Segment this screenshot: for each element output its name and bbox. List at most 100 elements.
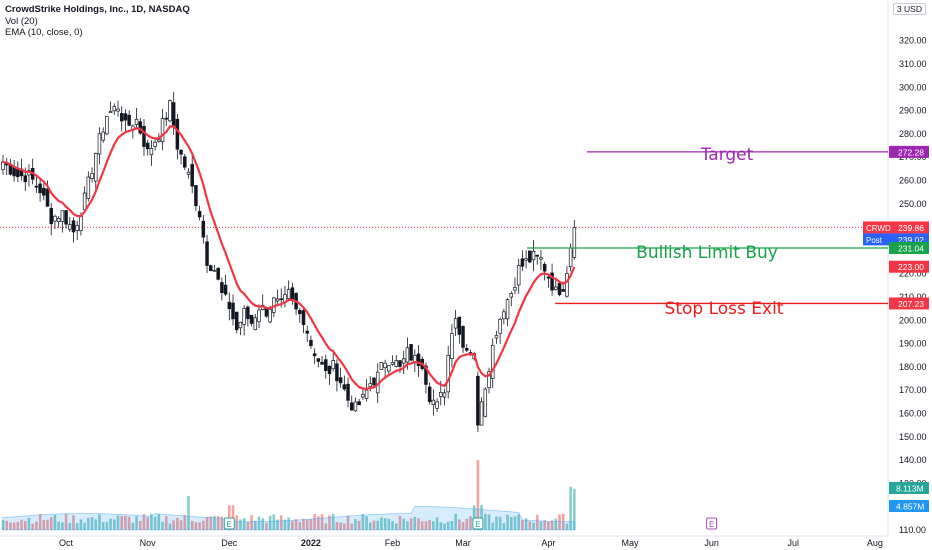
candle-body[interactable] — [542, 264, 547, 272]
candle-body[interactable] — [398, 360, 402, 367]
candle-body[interactable] — [12, 167, 16, 177]
candle-body[interactable] — [97, 133, 102, 155]
candle-body[interactable] — [331, 360, 335, 370]
candle-body[interactable] — [38, 183, 42, 194]
candle-body[interactable] — [502, 311, 506, 320]
candle-body[interactable] — [168, 100, 172, 122]
annotation-label[interactable]: Stop Loss Exit — [665, 299, 784, 319]
candle-body[interactable] — [439, 392, 443, 397]
candle-body[interactable] — [490, 345, 495, 379]
candle-body[interactable] — [546, 276, 551, 279]
candle-body[interactable] — [16, 168, 20, 177]
candle-body[interactable] — [531, 251, 536, 261]
candle-body[interactable] — [301, 310, 306, 325]
candle-body[interactable] — [171, 102, 176, 127]
candle-body[interactable] — [409, 344, 413, 361]
candle-body[interactable] — [372, 377, 376, 386]
candle-body[interactable] — [49, 208, 53, 225]
candle-body[interactable] — [498, 318, 502, 334]
candle-body[interactable] — [60, 210, 65, 222]
candle-body[interactable] — [183, 156, 187, 168]
candle-body[interactable] — [79, 215, 83, 232]
candle-body[interactable] — [505, 299, 510, 320]
candle-body[interactable] — [387, 365, 391, 372]
currency-selector[interactable]: 3 USD — [892, 3, 926, 15]
candle-body[interactable] — [194, 185, 198, 207]
candle-body[interactable] — [572, 227, 577, 258]
candle-body[interactable] — [249, 314, 254, 324]
candle-body[interactable] — [134, 118, 139, 125]
candle-body[interactable] — [116, 108, 120, 112]
candle-body[interactable] — [338, 377, 343, 384]
candle-body[interactable] — [516, 265, 521, 286]
candle-body[interactable] — [160, 118, 165, 142]
candle-body[interactable] — [108, 111, 113, 114]
candle-body[interactable] — [353, 401, 358, 412]
candle-body[interactable] — [149, 148, 154, 156]
candle-body[interactable] — [524, 258, 528, 261]
candle-body[interactable] — [450, 333, 454, 360]
candle-body[interactable] — [56, 218, 61, 223]
candle-body[interactable] — [86, 176, 91, 199]
candle-body[interactable] — [335, 363, 339, 382]
candle-body[interactable] — [179, 149, 183, 155]
candle-body[interactable] — [305, 330, 309, 334]
candle-body[interactable] — [220, 282, 224, 293]
volume-indicator-label[interactable]: Vol (20) — [5, 16, 38, 27]
candle-body[interactable] — [446, 354, 450, 393]
candle-body[interactable] — [209, 265, 213, 272]
candle-body[interactable] — [290, 287, 295, 300]
candle-body[interactable] — [42, 187, 46, 196]
candle-body[interactable] — [197, 211, 202, 218]
candle-body[interactable] — [327, 365, 332, 375]
candle-body[interactable] — [379, 362, 384, 370]
candle-body[interactable] — [231, 302, 235, 320]
candle-body[interactable] — [483, 388, 488, 417]
candle-body[interactable] — [312, 353, 317, 357]
candle-body[interactable] — [286, 289, 291, 299]
candle-body[interactable] — [535, 254, 539, 257]
candle-body[interactable] — [53, 215, 57, 222]
candle-body[interactable] — [357, 401, 361, 406]
candle-body[interactable] — [424, 365, 428, 385]
candle-body[interactable] — [112, 106, 117, 112]
candle-body[interactable] — [246, 306, 250, 320]
candle-body[interactable] — [123, 113, 128, 121]
candle-body[interactable] — [298, 309, 302, 315]
candle-body[interactable] — [238, 321, 243, 329]
earnings-marker[interactable] — [706, 517, 718, 530]
candle-body[interactable] — [476, 375, 480, 426]
candle-body[interactable] — [401, 358, 406, 364]
candle-body[interactable] — [324, 359, 328, 371]
candle-body[interactable] — [487, 371, 491, 388]
candle-body[interactable] — [105, 116, 109, 135]
candle-body[interactable] — [349, 402, 354, 411]
candle-body[interactable] — [142, 125, 146, 147]
candle-body[interactable] — [64, 210, 68, 225]
candle-body[interactable] — [268, 309, 272, 323]
annotation-label[interactable]: Target — [700, 145, 754, 165]
candle-body[interactable] — [442, 392, 447, 398]
candle-body[interactable] — [461, 326, 465, 348]
candle-body[interactable] — [101, 131, 105, 141]
candle-body[interactable] — [164, 117, 168, 120]
candle-body[interactable] — [390, 362, 395, 365]
candle-body[interactable] — [435, 401, 439, 409]
candle-body[interactable] — [23, 175, 28, 183]
candle-body[interactable] — [557, 282, 562, 296]
candle-body[interactable] — [257, 309, 261, 323]
candle-body[interactable] — [457, 316, 462, 335]
candle-body[interactable] — [361, 393, 365, 398]
candle-body[interactable] — [45, 188, 50, 207]
candle-body[interactable] — [364, 389, 369, 399]
candle-body[interactable] — [205, 241, 209, 266]
candle-body[interactable] — [550, 272, 554, 291]
candle-body[interactable] — [383, 362, 387, 369]
candle-body[interactable] — [565, 273, 569, 297]
ema-indicator-label[interactable]: EMA (10, close, 0) — [5, 27, 83, 38]
candle-body[interactable] — [175, 118, 180, 150]
candle-body[interactable] — [157, 139, 161, 142]
candle-body[interactable] — [253, 317, 258, 330]
candle-body[interactable] — [568, 247, 573, 268]
candle-body[interactable] — [494, 335, 499, 339]
